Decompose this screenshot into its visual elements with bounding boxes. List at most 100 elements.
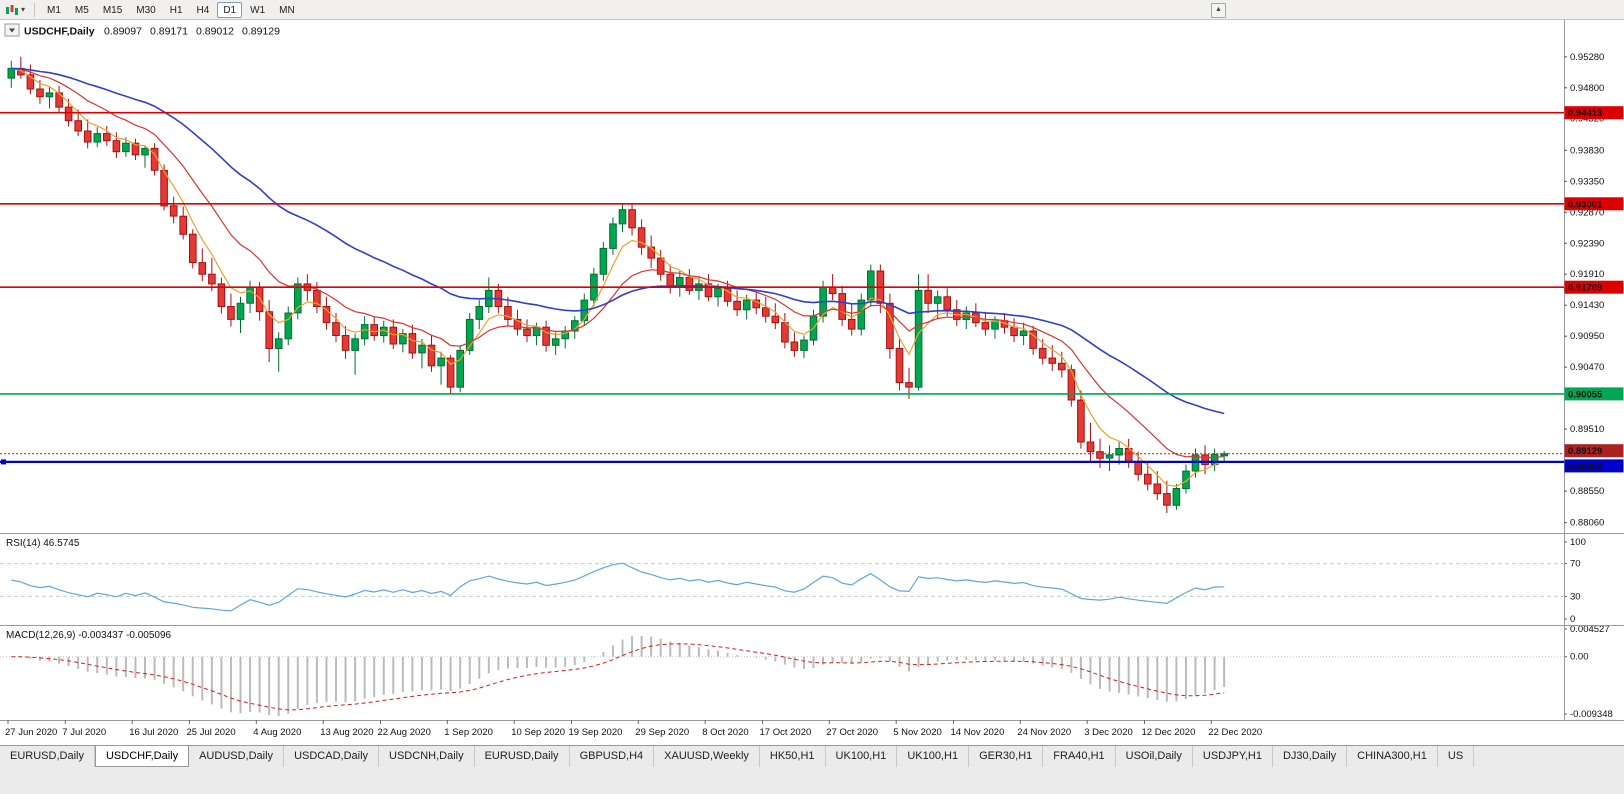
candle-body bbox=[628, 209, 636, 229]
candle-body bbox=[1115, 448, 1123, 456]
price-axis-label: 0.88060 bbox=[1570, 518, 1604, 529]
chart-tab-audusd-daily[interactable]: AUDUSD,Daily bbox=[189, 746, 285, 767]
candle-body bbox=[800, 339, 808, 351]
candle-body bbox=[294, 283, 302, 314]
macd-indicator-label: MACD(12,26,9) -0.003437 -0.005096 bbox=[6, 630, 172, 641]
chart-tab-usdjpy-h1[interactable]: USDJPY,H1 bbox=[1193, 746, 1273, 767]
chart-tab-china300-h1[interactable]: CHINA300,H1 bbox=[1347, 746, 1438, 767]
hline-handle[interactable] bbox=[1, 459, 6, 465]
macd-axis-label: 0.004527 bbox=[1570, 624, 1610, 635]
chart-tab-uk100-h1[interactable]: UK100,H1 bbox=[826, 746, 898, 767]
date-axis: 27 Jun 2020 7 Jul 2020 16 Jul 2020 25 Jul 2… bbox=[5, 720, 1262, 738]
candle-body bbox=[1048, 357, 1057, 364]
timeframe-button-h4[interactable]: H4 bbox=[191, 2, 216, 18]
price-line-badge bbox=[1564, 387, 1624, 401]
chart-tab-usdcnh-daily[interactable]: USDCNH,Daily bbox=[379, 746, 475, 767]
chart-type-icon[interactable] bbox=[4, 3, 20, 17]
date-axis-label: 10 Sep 2020 bbox=[511, 727, 565, 738]
timeframe-button-m1[interactable]: M1 bbox=[41, 2, 67, 18]
candle-body bbox=[437, 357, 445, 367]
chart-tab-usdchf-daily[interactable]: USDCHF,Daily bbox=[94, 746, 190, 767]
candle-body bbox=[45, 92, 54, 98]
chart-tab-gbpusd-h4[interactable]: GBPUSD,H4 bbox=[570, 746, 655, 767]
candle-body bbox=[217, 283, 226, 307]
chart-tab-eurusd-daily[interactable]: EURUSD,Daily bbox=[0, 746, 95, 767]
candle-body bbox=[828, 286, 837, 295]
candle-body bbox=[752, 299, 761, 309]
candle-body bbox=[284, 312, 293, 340]
candle-body bbox=[370, 324, 378, 337]
price-line-badge bbox=[1564, 444, 1624, 458]
timeframe-button-mn[interactable]: MN bbox=[273, 2, 301, 18]
candle-body bbox=[771, 315, 780, 324]
date-axis-label: 7 Jul 2020 bbox=[62, 727, 106, 738]
chart-tab-ger30-h1[interactable]: GER30,H1 bbox=[969, 746, 1044, 767]
candle-body bbox=[360, 324, 369, 340]
rsi-axis-label: 100 bbox=[1570, 537, 1586, 548]
chart-tab-hk50-h1[interactable]: HK50,H1 bbox=[760, 746, 826, 767]
candle-body bbox=[762, 307, 770, 317]
chart-title-close: 0.89129 bbox=[242, 26, 280, 38]
candle-body bbox=[933, 296, 942, 304]
chart-tab-bar: EURUSD,Daily USDCHF,Daily AUDUSD,Daily USDC… bbox=[0, 745, 1624, 794]
candle-body bbox=[93, 133, 102, 143]
candle-body bbox=[647, 246, 656, 259]
chart-title-open: 0.89097 bbox=[104, 26, 142, 38]
candle-body bbox=[542, 326, 550, 346]
candle-body bbox=[1096, 451, 1104, 459]
candle-body bbox=[475, 306, 484, 320]
timeframe-button-h1[interactable]: H1 bbox=[164, 2, 189, 18]
candle-body bbox=[1086, 441, 1095, 453]
price-line-badge-label: 0.93001 bbox=[1568, 199, 1603, 210]
price-axis-label: 0.91430 bbox=[1570, 300, 1604, 311]
candle-body bbox=[399, 333, 407, 345]
candle-body bbox=[227, 306, 235, 320]
toolbar-separator bbox=[34, 2, 36, 17]
date-axis-label: 1 Sep 2020 bbox=[444, 727, 493, 738]
candle-body bbox=[141, 147, 149, 156]
chart-tab-dj30-daily[interactable]: DJ30,Daily bbox=[1273, 746, 1348, 767]
candle-body bbox=[189, 233, 197, 264]
price-line-badge-label: 0.94413 bbox=[1568, 108, 1602, 119]
candle-body bbox=[1067, 369, 1076, 401]
date-axis-label: 8 Oct 2020 bbox=[702, 727, 748, 738]
moving-averages-layer bbox=[11, 67, 1225, 487]
chart-dropdown-button[interactable] bbox=[4, 23, 20, 37]
candle-body bbox=[351, 338, 359, 351]
macd-axis-label: -0.009348 bbox=[1570, 709, 1613, 720]
scroll-up-button[interactable]: ▲ bbox=[1211, 3, 1226, 18]
date-axis-label: 12 Dec 2020 bbox=[1142, 727, 1196, 738]
rsi-line bbox=[11, 562, 1225, 612]
candle-body bbox=[1077, 399, 1085, 443]
rsi-pane: 100 70 30 0 bbox=[0, 537, 1586, 625]
candle-body bbox=[313, 289, 321, 307]
chart-tab-us[interactable]: US bbox=[1438, 746, 1475, 767]
price-axis-label: 0.90470 bbox=[1570, 362, 1604, 373]
candle-body bbox=[513, 318, 522, 330]
candle-body bbox=[914, 289, 923, 388]
chart-tab-uk100-h1[interactable]: UK100,H1 bbox=[897, 746, 970, 767]
timeframe-button-m15[interactable]: M15 bbox=[97, 2, 128, 18]
chart-type-dropdown-icon[interactable]: ▾ bbox=[21, 5, 26, 14]
date-axis-label: 27 Jun 2020 bbox=[5, 727, 57, 738]
timeframe-button-w1[interactable]: W1 bbox=[244, 2, 271, 18]
candle-body bbox=[446, 357, 455, 388]
candle-body bbox=[656, 257, 665, 275]
candle-body bbox=[389, 326, 398, 345]
timeframe-button-d1[interactable]: D1 bbox=[217, 1, 243, 18]
candle-body bbox=[857, 299, 866, 330]
chart-tab-usdcad-daily[interactable]: USDCAD,Daily bbox=[284, 746, 380, 767]
candle-body bbox=[169, 205, 178, 217]
price-line-badge-label: 0.91709 bbox=[1568, 283, 1602, 294]
candle-body bbox=[847, 318, 856, 330]
chart-plot-area[interactable] bbox=[0, 20, 1624, 745]
chart-tab-fra40-h1[interactable]: FRA40,H1 bbox=[1043, 746, 1116, 767]
chart-title-high: 0.89171 bbox=[150, 26, 188, 38]
timeframe-button-m5[interactable]: M5 bbox=[69, 2, 95, 18]
timeframe-button-m30[interactable]: M30 bbox=[130, 2, 161, 18]
chart-tab-usoil-daily[interactable]: USOil,Daily bbox=[1116, 746, 1193, 767]
ma-medium-line bbox=[11, 67, 1225, 459]
chart-tab-eurusd-daily[interactable]: EURUSD,Daily bbox=[475, 746, 570, 767]
chart-tab-xauusd-weekly[interactable]: XAUUSD,Weekly bbox=[654, 746, 760, 767]
candle-body bbox=[1153, 483, 1162, 495]
